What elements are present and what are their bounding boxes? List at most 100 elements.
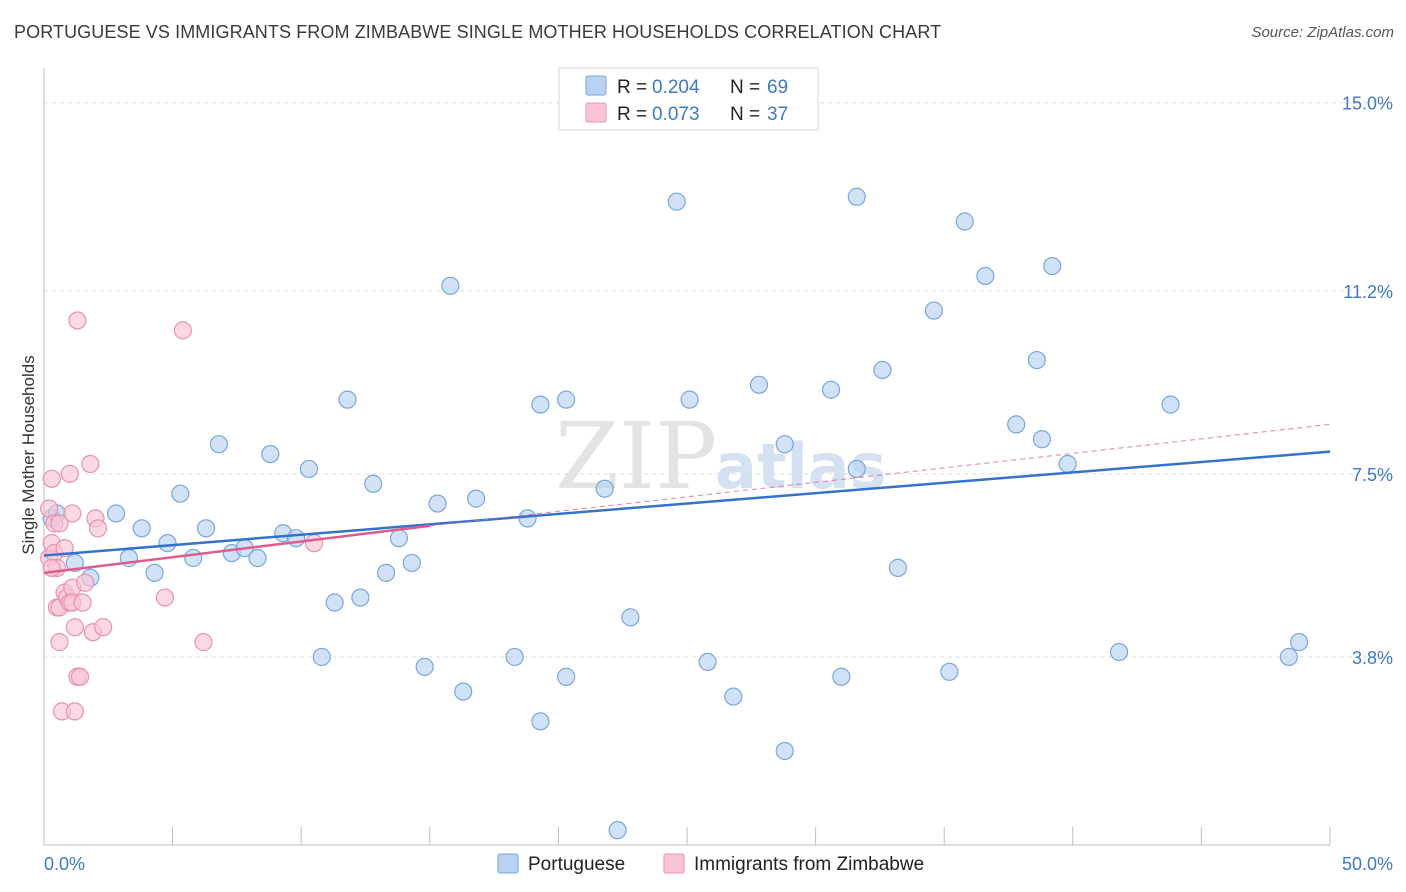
legend-swatch-pink <box>585 102 607 123</box>
data-point-portuguese <box>621 608 640 627</box>
bottom-legend: Portuguese Immigrants from Zimbabwe <box>497 853 924 875</box>
data-point-portuguese <box>1027 350 1046 370</box>
y-tick-label: 11.2% <box>1343 282 1393 302</box>
data-point-portuguese <box>940 662 959 681</box>
data-point-portuguese <box>106 504 126 523</box>
data-point-portuguese <box>338 390 357 409</box>
bottom-legend-label-portuguese: Portuguese <box>528 854 625 875</box>
grid-lines <box>44 102 1390 658</box>
data-point-portuguese <box>441 276 460 295</box>
data-point-portuguese <box>454 682 473 701</box>
data-point-portuguese <box>955 212 974 231</box>
watermark-zip: ZIP <box>555 403 717 510</box>
data-point-portuguese <box>873 360 892 380</box>
data-point-portuguese <box>847 459 866 479</box>
data-point-portuguese <box>428 494 447 513</box>
legend: R = 0.204 N = 69 R = 0.073 N = 37 <box>558 67 819 131</box>
data-point-portuguese <box>1279 647 1298 667</box>
data-point-portuguese <box>466 489 486 508</box>
data-point-portuguese <box>531 712 550 731</box>
data-point-portuguese <box>1109 642 1129 662</box>
data-point-portuguese <box>888 558 908 577</box>
data-point-portuguese <box>364 474 383 493</box>
data-point-portuguese <box>286 529 306 548</box>
data-point-portuguese <box>1032 430 1052 449</box>
data-point-zimbabwe <box>88 519 108 538</box>
data-point-portuguese <box>1058 454 1077 474</box>
data-point-portuguese <box>775 435 794 454</box>
series-zimbabwe <box>40 311 324 721</box>
legend-n-label-2: N = <box>730 104 760 125</box>
data-point-zimbabwe <box>81 454 100 474</box>
bottom-legend-swatch-portuguese <box>497 853 519 874</box>
x-tick-label-max: 50.0% <box>1342 854 1393 874</box>
data-point-zimbabwe <box>50 514 69 533</box>
data-point-portuguese <box>821 380 841 399</box>
x-axis-ticks <box>43 827 1331 845</box>
data-point-portuguese <box>65 553 84 573</box>
data-point-zimbabwe <box>304 534 324 553</box>
data-point-portuguese <box>158 534 177 553</box>
x-tick-label-min: 0.0% <box>44 854 85 874</box>
data-point-portuguese <box>376 563 396 582</box>
data-point-zimbabwe <box>173 321 192 340</box>
data-point-zimbabwe <box>94 618 113 637</box>
legend-n-value-2: 37 <box>767 104 788 125</box>
legend-r-label-2: R = <box>617 104 647 125</box>
data-point-portuguese <box>608 821 627 840</box>
data-point-portuguese <box>832 667 851 686</box>
y-tick-label: 15.0% <box>1342 94 1393 114</box>
trend-line-zimbabwe <box>429 423 1331 527</box>
data-point-zimbabwe <box>68 311 87 330</box>
legend-r-value-1: 0.204 <box>652 77 700 98</box>
data-point-zimbabwe <box>73 593 92 612</box>
data-point-zimbabwe <box>63 504 82 523</box>
data-point-portuguese <box>924 301 944 320</box>
trend-line-portuguese <box>43 450 1331 557</box>
data-point-portuguese <box>531 395 550 414</box>
data-point-zimbabwe <box>60 464 79 483</box>
data-point-portuguese <box>261 444 280 464</box>
bottom-legend-swatch-zimbabwe <box>663 853 685 874</box>
data-point-zimbabwe <box>65 618 84 637</box>
series-portuguese <box>42 187 1309 840</box>
data-point-portuguese <box>299 459 319 479</box>
data-point-portuguese <box>1290 633 1309 652</box>
y-tick-label: 3.8% <box>1352 648 1393 668</box>
data-point-zimbabwe <box>50 633 69 652</box>
data-point-zimbabwe <box>65 702 84 721</box>
data-point-portuguese <box>145 563 164 582</box>
data-point-zimbabwe <box>70 667 90 686</box>
data-point-portuguese <box>749 375 769 394</box>
trend-lines <box>43 423 1331 575</box>
data-point-portuguese <box>724 687 743 706</box>
data-point-portuguese <box>557 667 576 686</box>
legend-swatch-blue <box>585 75 607 96</box>
y-axis-tick-labels: 3.8% 7.5% 11.2% 15.0% <box>1342 94 1393 668</box>
data-point-portuguese <box>196 519 216 538</box>
data-point-portuguese <box>680 390 699 409</box>
data-point-portuguese <box>325 593 344 612</box>
legend-n-value-1: 69 <box>767 77 788 98</box>
data-point-portuguese <box>1007 415 1026 434</box>
data-point-portuguese <box>667 192 686 211</box>
data-point-portuguese <box>1161 395 1180 414</box>
data-point-portuguese <box>847 187 866 206</box>
legend-r-label-1: R = <box>617 77 647 98</box>
data-point-portuguese <box>505 647 524 667</box>
bottom-legend-label-zimbabwe: Immigrants from Zimbabwe <box>694 854 924 875</box>
data-point-portuguese <box>402 553 421 573</box>
data-point-portuguese <box>184 548 203 568</box>
data-point-portuguese <box>1043 256 1062 276</box>
source-label: Source: ZipAtlas.com <box>1251 24 1394 41</box>
data-point-portuguese <box>351 588 370 607</box>
legend-r-value-2: 0.073 <box>652 104 700 125</box>
legend-n-label-1: N = <box>730 77 760 98</box>
data-point-portuguese <box>389 529 409 548</box>
data-point-portuguese <box>312 647 331 667</box>
data-point-portuguese <box>209 435 228 454</box>
data-point-zimbabwe <box>155 588 174 607</box>
data-point-portuguese <box>171 484 190 503</box>
trend-line-zimbabwe <box>43 524 430 575</box>
